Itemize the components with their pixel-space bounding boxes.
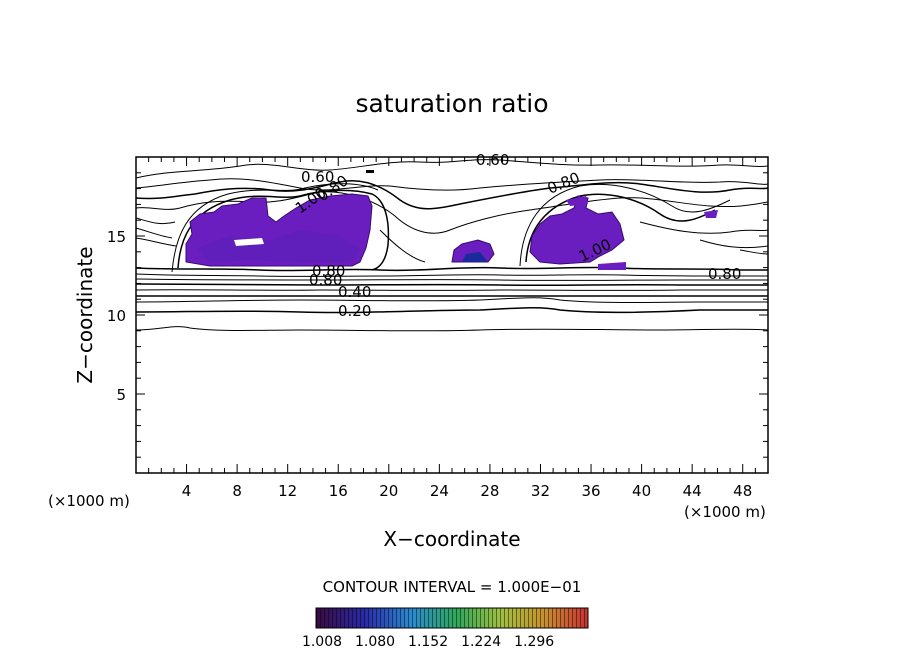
x-axis: 4 8 12 16 20 24 28 32 36 40 44 48 [148, 157, 756, 500]
colorbar-stripes [316, 608, 588, 628]
x-tick-label: 24 [430, 482, 449, 500]
y-tick-label: 5 [116, 386, 126, 404]
contour-label: 0.80 [708, 265, 741, 283]
colorbar-tick-label: 1.080 [355, 634, 395, 650]
x-tick-label: 20 [379, 482, 398, 500]
colorbar: 1.008 1.080 1.152 1.224 1.296 [302, 607, 589, 650]
x-tick-label: 44 [683, 482, 702, 500]
contour-label: 0.20 [338, 302, 371, 320]
x-tick-label: 4 [182, 482, 192, 500]
contour-interval-label: CONTOUR INTERVAL = 1.000E−01 [323, 578, 582, 596]
y-axis: 5 10 15 [107, 172, 768, 458]
contour-label: 0.40 [338, 283, 371, 301]
y-tick-label: 15 [107, 228, 126, 246]
chart-title: saturation ratio [355, 89, 548, 118]
contour-label: 0.80 [312, 262, 345, 280]
x-axis-label: X−coordinate [383, 527, 520, 551]
y-tick-label: 10 [107, 307, 126, 325]
x-tick-label: 40 [632, 482, 651, 500]
colorbar-tick-label: 1.296 [514, 634, 554, 650]
x-unit-left: (×1000 m) [48, 492, 130, 510]
colorbar-tick-label: 1.224 [461, 634, 501, 650]
x-tick-label: 36 [581, 482, 600, 500]
contour-label: 0.80 [545, 169, 583, 198]
contour-label: 0.60 [476, 151, 509, 169]
x-tick-label: 32 [531, 482, 550, 500]
colorbar-tick-label: 1.008 [302, 634, 342, 650]
y-axis-label: Z−coordinate [73, 246, 97, 383]
x-tick-label: 48 [733, 482, 752, 500]
x-unit-right: (×1000 m) [684, 503, 766, 521]
contour-label: 0.60 [301, 168, 334, 186]
x-tick-label: 12 [278, 482, 297, 500]
x-tick-label: 28 [480, 482, 499, 500]
x-tick-label: 16 [329, 482, 348, 500]
contour-field [136, 159, 768, 332]
colorbar-tick-label: 1.152 [408, 634, 448, 650]
contour-label: 0.80 [309, 271, 342, 289]
x-tick-label: 8 [232, 482, 242, 500]
